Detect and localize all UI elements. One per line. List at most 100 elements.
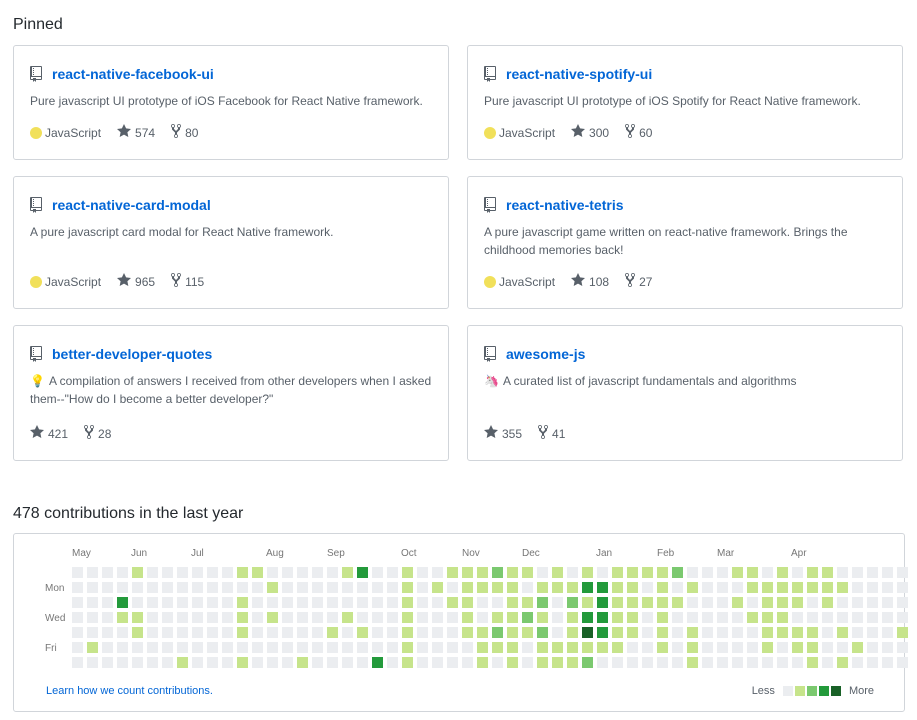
contribution-day[interactable]: [432, 627, 443, 638]
contribution-day[interactable]: [432, 657, 443, 668]
contribution-day[interactable]: [822, 657, 833, 668]
contribution-day[interactable]: [897, 612, 908, 623]
repo-name-link[interactable]: react-native-spotify-ui: [506, 66, 653, 82]
contribution-day[interactable]: [552, 657, 563, 668]
contribution-day[interactable]: [192, 612, 203, 623]
contribution-day[interactable]: [507, 627, 518, 638]
contribution-day[interactable]: [552, 567, 563, 578]
contribution-day[interactable]: [462, 627, 473, 638]
contribution-day[interactable]: [567, 582, 578, 593]
contribution-day[interactable]: [882, 657, 893, 668]
contribution-day[interactable]: [537, 627, 548, 638]
contribution-day[interactable]: [72, 627, 83, 638]
contribution-day[interactable]: [717, 582, 728, 593]
repo-stars[interactable]: 965: [117, 272, 155, 291]
contribution-day[interactable]: [327, 627, 338, 638]
contribution-day[interactable]: [537, 642, 548, 653]
contribution-day[interactable]: [267, 582, 278, 593]
contribution-day[interactable]: [402, 642, 413, 653]
contribution-day[interactable]: [567, 612, 578, 623]
contribution-day[interactable]: [252, 612, 263, 623]
contribution-day[interactable]: [897, 642, 908, 653]
contribution-day[interactable]: [747, 612, 758, 623]
contribution-day[interactable]: [492, 582, 503, 593]
contribution-day[interactable]: [387, 567, 398, 578]
contribution-day[interactable]: [117, 582, 128, 593]
contribution-day[interactable]: [582, 657, 593, 668]
contribution-day[interactable]: [237, 657, 248, 668]
contribution-day[interactable]: [87, 582, 98, 593]
contribution-day[interactable]: [87, 567, 98, 578]
contribution-day[interactable]: [687, 612, 698, 623]
contribution-day[interactable]: [447, 582, 458, 593]
contribution-day[interactable]: [432, 612, 443, 623]
contribution-day[interactable]: [72, 582, 83, 593]
contribution-day[interactable]: [477, 657, 488, 668]
contribution-day[interactable]: [312, 627, 323, 638]
contribution-day[interactable]: [417, 627, 428, 638]
contribution-day[interactable]: [147, 642, 158, 653]
contribution-day[interactable]: [642, 567, 653, 578]
contribution-day[interactable]: [417, 612, 428, 623]
contribution-day[interactable]: [702, 657, 713, 668]
contribution-day[interactable]: [357, 612, 368, 623]
contribution-day[interactable]: [672, 627, 683, 638]
contribution-day[interactable]: [447, 567, 458, 578]
contribution-day[interactable]: [507, 657, 518, 668]
contribution-day[interactable]: [822, 582, 833, 593]
contribution-day[interactable]: [792, 657, 803, 668]
contribution-day[interactable]: [342, 642, 353, 653]
contribution-day[interactable]: [552, 582, 563, 593]
contribution-day[interactable]: [657, 567, 668, 578]
contribution-day[interactable]: [357, 657, 368, 668]
contribution-day[interactable]: [867, 627, 878, 638]
contribution-day[interactable]: [462, 612, 473, 623]
contribution-day[interactable]: [87, 627, 98, 638]
contribution-day[interactable]: [357, 582, 368, 593]
contribution-day[interactable]: [522, 567, 533, 578]
contribution-day[interactable]: [537, 612, 548, 623]
contribution-day[interactable]: [672, 642, 683, 653]
contribution-day[interactable]: [372, 612, 383, 623]
contribution-day[interactable]: [147, 657, 158, 668]
contribution-day[interactable]: [297, 612, 308, 623]
contribution-day[interactable]: [732, 612, 743, 623]
contribution-day[interactable]: [387, 612, 398, 623]
contribution-day[interactable]: [162, 567, 173, 578]
contribution-day[interactable]: [147, 567, 158, 578]
contribution-day[interactable]: [162, 597, 173, 608]
contribution-day[interactable]: [627, 612, 638, 623]
contribution-day[interactable]: [687, 582, 698, 593]
contribution-day[interactable]: [102, 612, 113, 623]
contribution-day[interactable]: [462, 582, 473, 593]
contribution-day[interactable]: [747, 642, 758, 653]
contribution-day[interactable]: [597, 657, 608, 668]
contribution-day[interactable]: [867, 642, 878, 653]
contribution-day[interactable]: [132, 642, 143, 653]
contribution-day[interactable]: [612, 612, 623, 623]
contribution-day[interactable]: [297, 597, 308, 608]
contribution-day[interactable]: [177, 642, 188, 653]
contribution-day[interactable]: [822, 567, 833, 578]
contribution-day[interactable]: [672, 612, 683, 623]
contribution-day[interactable]: [552, 627, 563, 638]
contribution-day[interactable]: [822, 612, 833, 623]
contribution-day[interactable]: [162, 612, 173, 623]
contribution-day[interactable]: [687, 627, 698, 638]
contribution-day[interactable]: [597, 612, 608, 623]
contribution-day[interactable]: [462, 567, 473, 578]
contribution-day[interactable]: [117, 597, 128, 608]
contribution-day[interactable]: [702, 627, 713, 638]
contribution-day[interactable]: [342, 627, 353, 638]
contribution-day[interactable]: [612, 642, 623, 653]
contribution-day[interactable]: [552, 612, 563, 623]
contribution-day[interactable]: [717, 597, 728, 608]
contribution-day[interactable]: [642, 612, 653, 623]
contribution-day[interactable]: [567, 567, 578, 578]
contribution-day[interactable]: [312, 597, 323, 608]
contribution-day[interactable]: [852, 582, 863, 593]
contribution-day[interactable]: [267, 567, 278, 578]
contribution-day[interactable]: [642, 657, 653, 668]
contribution-day[interactable]: [627, 597, 638, 608]
contribution-day[interactable]: [717, 657, 728, 668]
